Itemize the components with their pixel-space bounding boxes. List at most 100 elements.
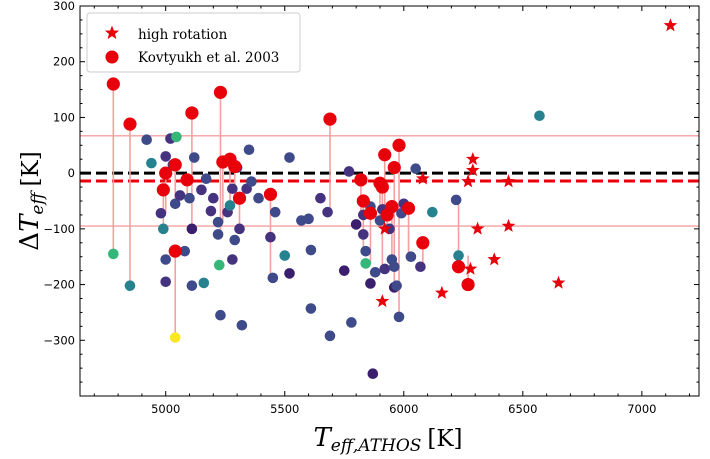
sample-point: [212, 229, 224, 240]
y-label-prefix: Δ: [15, 232, 45, 251]
legend-circle-marker: [105, 50, 119, 64]
sample-point: [227, 183, 238, 195]
sample-point: [198, 277, 210, 289]
kovtyukh-point: [263, 187, 278, 201]
sample-point: [171, 131, 182, 143]
kovtyukh-point: [461, 277, 475, 292]
y-tick-label: 300: [53, 0, 75, 13]
kovtyukh-point: [185, 106, 199, 120]
sample-point: [212, 216, 224, 228]
sample-point: [160, 276, 172, 288]
kovtyukh-points: [106, 77, 475, 292]
legend-label-kovtyukh: Kovtyukh et al. 2003: [138, 50, 279, 66]
sample-point: [243, 144, 255, 156]
sample-point: [346, 317, 357, 328]
axis-ticks: 5000 5500 6000 6500 7000 −300 −200 −100 0 100 200 3…: [43, 0, 699, 416]
kovtyukh-point: [401, 201, 416, 215]
sample-point: [169, 198, 181, 210]
kovtyukh-point: [168, 244, 182, 258]
sample-point: [305, 244, 317, 256]
sample-point: [450, 194, 462, 206]
y-tick-label: −300: [43, 333, 75, 347]
sample-point: [279, 250, 291, 261]
legend: high rotation Kovtyukh et al. 2003: [86, 12, 301, 73]
sample-point: [158, 223, 169, 235]
y-label-unit: [K]: [18, 151, 44, 186]
sample-point: [253, 192, 264, 204]
x-tick-label: 6000: [389, 402, 418, 416]
sample-point: [160, 254, 172, 265]
high-rotation-star: [465, 152, 480, 166]
sample-point: [358, 229, 369, 240]
x-tick-label: 7000: [627, 402, 656, 416]
kovtyukh-point: [387, 160, 401, 175]
sample-point: [246, 176, 257, 187]
kovtyukh-point: [354, 173, 368, 187]
x-tick-label: 5000: [151, 402, 180, 416]
sample-point: [265, 231, 276, 243]
high-rotation-star: [463, 261, 478, 275]
sample-point: [343, 166, 355, 177]
kovtyukh-point: [323, 112, 337, 126]
y-tick-label: 100: [53, 110, 75, 124]
y-tick-label: −100: [43, 222, 75, 236]
high-rotation-star: [470, 221, 485, 235]
sample-point: [427, 206, 438, 218]
sample-point: [188, 152, 200, 163]
sample-point: [236, 319, 248, 331]
sample-point: [186, 280, 198, 291]
sample-point: [224, 200, 236, 211]
sample-point: [315, 192, 326, 204]
high-rotation-star: [377, 221, 392, 235]
high-rotation-star: [551, 275, 566, 289]
y-axis-label: ΔTeff [K]: [15, 151, 48, 250]
kovtyukh-point: [213, 85, 228, 99]
legend-star-marker: [104, 25, 120, 40]
kovtyukh-point: [232, 191, 247, 205]
legend-label-high-rotation: high rotation: [138, 27, 228, 43]
sample-point: [213, 259, 225, 271]
sample-point: [453, 250, 464, 261]
sample-point: [229, 234, 241, 246]
y-label-main: T: [15, 213, 45, 232]
kovtyukh-point: [123, 117, 137, 131]
kovtyukh-point: [375, 180, 389, 194]
sample-point: [208, 192, 219, 204]
sample-point: [269, 206, 281, 218]
y-tick-label: −200: [43, 278, 75, 292]
sample-point: [267, 272, 279, 284]
sample-point: [324, 330, 336, 342]
sample-point: [215, 309, 226, 321]
sample-point: [284, 152, 295, 163]
kovtyukh-point: [451, 260, 466, 274]
sample-point: [205, 205, 217, 217]
sample-point: [141, 134, 152, 146]
sample-point: [186, 223, 198, 235]
kovtyukh-point: [392, 138, 406, 152]
high-rotation-star: [415, 171, 430, 185]
sample-point: [284, 268, 295, 279]
legend-frame: [86, 12, 301, 73]
sample-point: [393, 311, 405, 323]
sample-point: [196, 184, 207, 196]
sample-point: [350, 219, 362, 230]
x-label-main: T: [313, 423, 332, 453]
sample-point: [365, 278, 376, 289]
sample-point: [179, 245, 191, 257]
sample-point: [124, 280, 136, 291]
x-axis-label: Teff,ATHOS [K]: [313, 423, 462, 456]
kovtyukh-point: [228, 159, 242, 174]
sample-point: [338, 265, 350, 276]
sample-points: [108, 110, 545, 380]
high-rotation-star: [375, 294, 390, 308]
sample-point: [200, 173, 212, 185]
sample-point: [303, 213, 314, 225]
high-rotation-star: [501, 174, 516, 188]
sample-point: [160, 151, 172, 162]
x-label-sub: eff,ATHOS: [331, 436, 422, 456]
y-label-sub: eff: [28, 190, 48, 215]
kovtyukh-point: [156, 183, 170, 197]
sample-point: [391, 280, 402, 291]
kovtyukh-point: [159, 166, 173, 180]
